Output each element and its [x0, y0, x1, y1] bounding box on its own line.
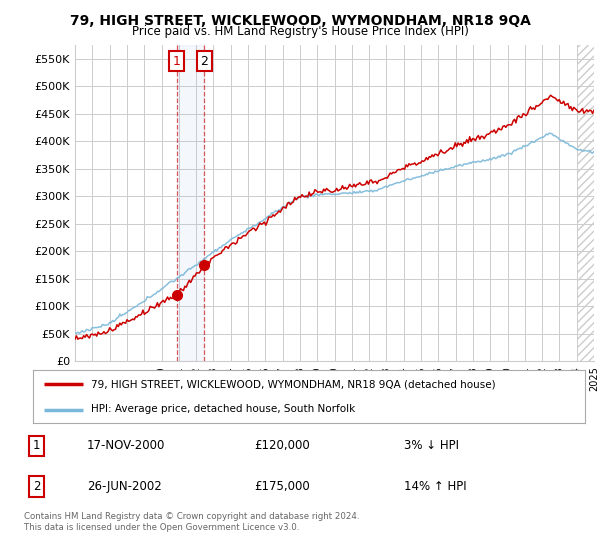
Text: 26-JUN-2002: 26-JUN-2002: [87, 480, 161, 493]
Text: Price paid vs. HM Land Registry's House Price Index (HPI): Price paid vs. HM Land Registry's House …: [131, 25, 469, 38]
Bar: [577, 45, 594, 361]
Text: 14% ↑ HPI: 14% ↑ HPI: [404, 480, 466, 493]
Text: £120,000: £120,000: [254, 440, 310, 452]
Text: Contains HM Land Registry data © Crown copyright and database right 2024.
This d: Contains HM Land Registry data © Crown c…: [24, 512, 359, 532]
Text: 1: 1: [33, 440, 41, 452]
Bar: [177, 45, 205, 361]
Text: 17-NOV-2000: 17-NOV-2000: [87, 440, 165, 452]
Text: 1: 1: [173, 55, 181, 68]
Text: 79, HIGH STREET, WICKLEWOOD, WYMONDHAM, NR18 9QA (detached house): 79, HIGH STREET, WICKLEWOOD, WYMONDHAM, …: [91, 380, 496, 390]
Text: 2: 2: [33, 480, 41, 493]
Text: 79, HIGH STREET, WICKLEWOOD, WYMONDHAM, NR18 9QA: 79, HIGH STREET, WICKLEWOOD, WYMONDHAM, …: [70, 14, 530, 28]
Text: HPI: Average price, detached house, South Norfolk: HPI: Average price, detached house, Sout…: [91, 404, 355, 414]
Text: £175,000: £175,000: [254, 480, 310, 493]
Text: 2: 2: [200, 55, 208, 68]
Text: 3% ↓ HPI: 3% ↓ HPI: [404, 440, 458, 452]
